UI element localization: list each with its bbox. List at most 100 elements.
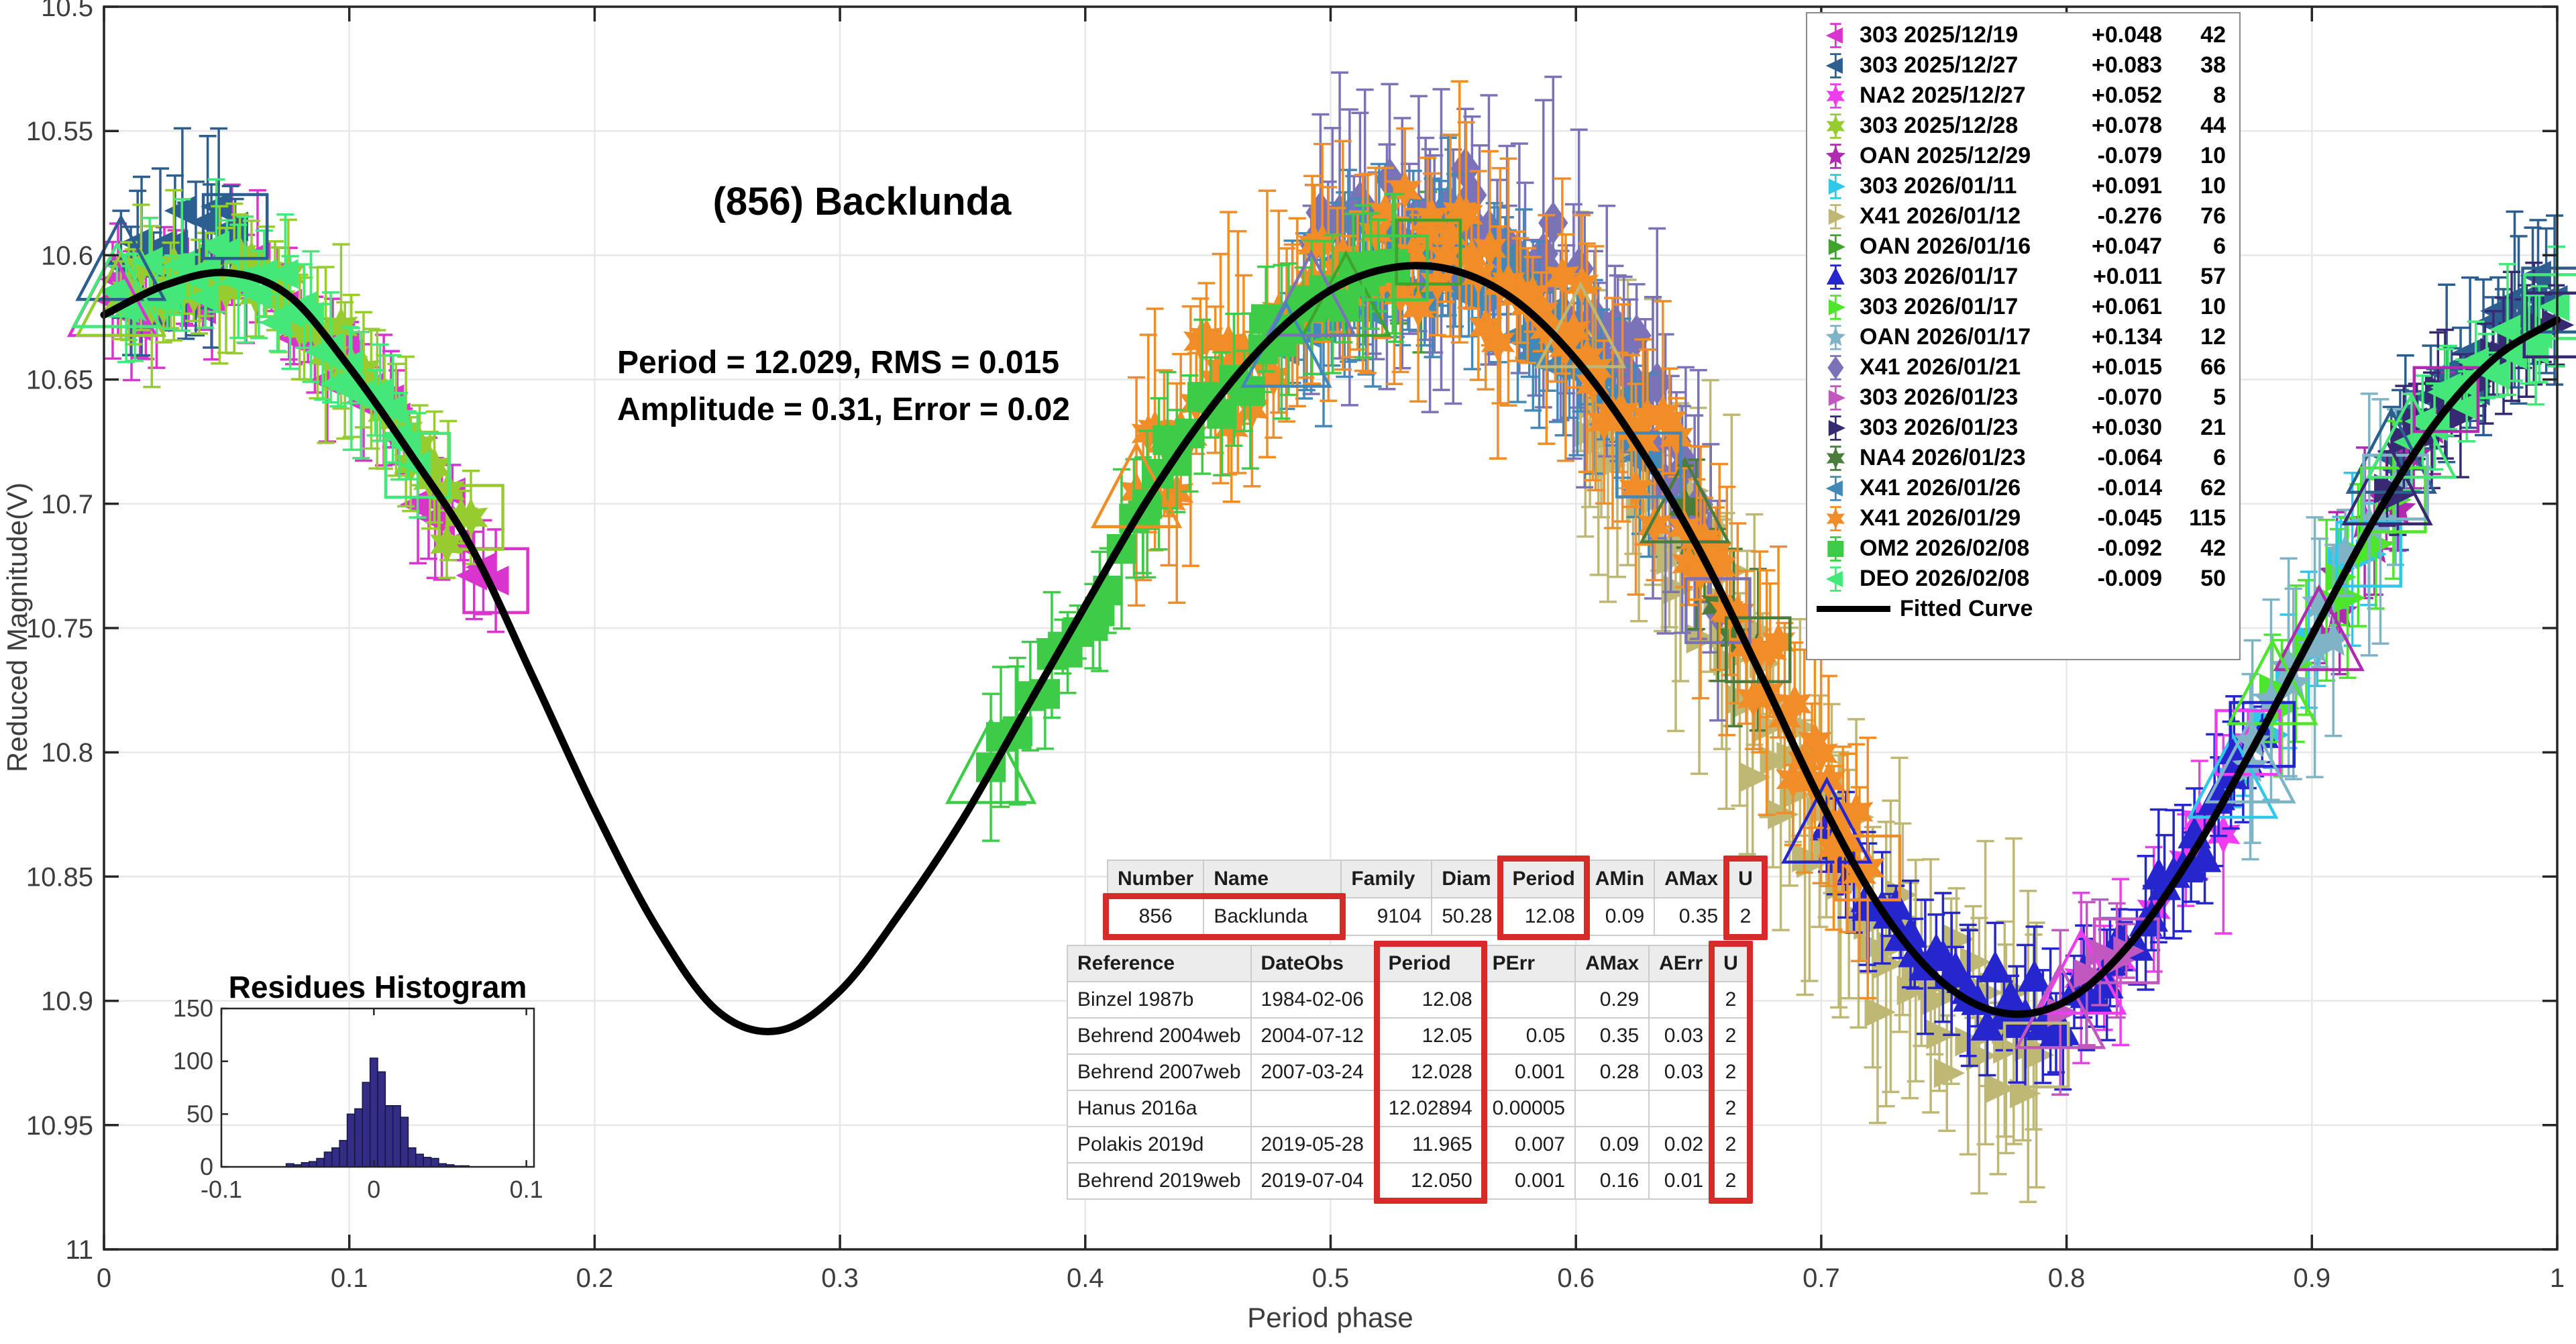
table-cell: Hanus 2016a [1067, 1090, 1252, 1127]
table-cell: 2 [1713, 1053, 1749, 1091]
table-header-cell: AErr [1648, 945, 1715, 982]
table-cell: 2 [1713, 981, 1749, 1019]
table-cell: Behrend 2007web [1067, 1053, 1252, 1091]
legend-point-count: 10 [2200, 143, 2226, 168]
legend-point-count: 12 [2200, 324, 2226, 350]
table-cell: 1984-02-06 [1250, 981, 1379, 1019]
y-tick-label: 10.7 [41, 490, 93, 519]
legend-session-label: 303 2025/12/28 [1860, 113, 2019, 138]
legend-marker-icon [1825, 22, 1843, 48]
legend-offset-value: +0.083 [2092, 52, 2162, 78]
legend-session-label: 303 2026/01/17 [1860, 264, 2019, 289]
annotation-line1: Period = 12.029, RMS = 0.015 [617, 345, 1059, 380]
legend-offset-value: +0.052 [2092, 83, 2162, 108]
table-cell: 0.16 [1574, 1162, 1650, 1200]
legend-offset-value: -0.276 [2097, 203, 2162, 229]
series-17 [975, 193, 1411, 842]
annotation-line2: Amplitude = 0.31, Error = 0.02 [617, 392, 1070, 427]
legend-point-count: 5 [2213, 384, 2226, 410]
legend-offset-value: -0.079 [2097, 143, 2162, 168]
table-row: 856 Backlunda 9104 50.28 12.08 0.09 0.35 2 [1106, 897, 1764, 936]
table-cell: Binzel 1987b [1067, 981, 1252, 1019]
table-header-cell: Period [1501, 860, 1586, 898]
legend-marker-icon [1827, 354, 1844, 380]
x-tick-label: 0.1 [331, 1263, 368, 1293]
table-cell: 0.00005 [1481, 1090, 1576, 1127]
legend-offset-value: +0.134 [2092, 324, 2162, 350]
legend-marker-icon [1828, 173, 1845, 199]
legend-point-count: 6 [2213, 445, 2226, 470]
legend-marker-icon [1828, 234, 1845, 260]
legend-point-count: 42 [2200, 22, 2226, 48]
legend-marker-icon [1826, 113, 1845, 139]
table-header-cell: U [1727, 860, 1764, 898]
table-cell: 0.001 [1481, 1053, 1576, 1091]
table-header-row: Number Name Family Diam Period AMin AMax U [1106, 860, 1764, 898]
legend-row: X41 2026/01/12 -0.276 76 [1817, 201, 2226, 231]
x-tick-label: 0.3 [821, 1263, 859, 1293]
summary-table-grid: Number Name Family Diam Period AMin AMax U 856 Ba… [1106, 860, 1764, 936]
legend-offset-value: +0.047 [2092, 234, 2162, 259]
legend-row: 303 2026/01/17 +0.061 10 [1817, 292, 2226, 322]
legend-row: 303 2026/01/17 +0.011 57 [1817, 262, 2226, 292]
legend-marker-icon [1825, 324, 1845, 350]
legend-offset-value: -0.045 [2097, 505, 2162, 531]
hist-y-tick: 150 [173, 994, 213, 1022]
y-axis-label: Reduced Magnitude(V) [1, 482, 33, 772]
table-cell: Behrend 2019web [1067, 1162, 1252, 1200]
legend-row: OAN 2026/01/17 +0.134 12 [1817, 322, 2226, 352]
legend-offset-value: +0.030 [2092, 415, 2162, 440]
legend-row: NA2 2025/12/27 +0.052 8 [1817, 81, 2226, 111]
table-cell: 0.02 [1648, 1126, 1715, 1164]
table-cell: 0.05 [1481, 1017, 1576, 1055]
hist-y-tick: 0 [200, 1153, 213, 1180]
histogram-title: Residues Histogram [229, 970, 527, 1004]
legend-marker-icon [1828, 384, 1845, 411]
legend-marker-icon [1825, 143, 1845, 169]
legend-point-count: 8 [2213, 83, 2226, 108]
hist-x-tick: -0.1 [201, 1176, 242, 1203]
legend-marker-icon [1826, 445, 1845, 471]
legend-row: 303 2025/12/19 +0.048 42 [1817, 20, 2226, 50]
legend-row: OAN 2026/01/16 +0.047 6 [1817, 231, 2226, 262]
table-cell: 0.35 [1654, 897, 1729, 936]
table-cell: 12.050 [1377, 1162, 1483, 1200]
legend-marker-icon [1826, 505, 1845, 531]
legend-session-label: 303 2025/12/19 [1860, 22, 2019, 48]
legend-session-label: X41 2026/01/29 [1860, 505, 2021, 531]
table-header-cell: Diam [1431, 860, 1503, 898]
table-cell: 856 [1106, 897, 1205, 936]
legend-offset-value: +0.015 [2092, 354, 2162, 380]
table-cell: Polakis 2019d [1067, 1126, 1252, 1164]
x-tick-label: 0.2 [576, 1263, 614, 1293]
legend-session-label: 303 2026/01/17 [1860, 294, 2019, 319]
table-header-cell: U [1713, 945, 1749, 982]
table-cell [1481, 981, 1576, 1019]
legend-offset-value: +0.078 [2092, 113, 2162, 138]
x-axis-label: Period phase [1247, 1302, 1413, 1333]
x-tick-label: 0 [97, 1263, 111, 1293]
table-header-cell: Family [1340, 860, 1433, 898]
legend-point-count: 44 [2200, 113, 2226, 138]
table-cell: Backlunda [1203, 897, 1342, 936]
legend-marker-icon [1828, 415, 1845, 441]
legend-marker-icon [1826, 83, 1845, 109]
table-row: Hanus 2016a 12.02894 0.00005 2 [1067, 1090, 1749, 1127]
table-header-cell: Reference [1067, 945, 1252, 982]
table-cell: Behrend 2004web [1067, 1017, 1252, 1055]
table-header-cell: AMin [1584, 860, 1656, 898]
x-tick-label: 0.6 [1557, 1263, 1595, 1293]
legend-session-label: OAN 2026/01/17 [1860, 324, 2031, 350]
legend-marker-icon [1826, 264, 1845, 290]
y-tick-label: 10.55 [26, 117, 93, 146]
x-tick-label: 0.8 [2048, 1263, 2086, 1293]
legend-point-count: 6 [2213, 234, 2226, 259]
legend-session-label: OAN 2026/01/16 [1860, 234, 2031, 259]
legend-row: OM2 2026/02/08 -0.092 42 [1817, 533, 2226, 564]
table-header-cell: PErr [1481, 945, 1576, 982]
series-8 [1810, 695, 2279, 1091]
table-cell: 11.965 [1377, 1126, 1483, 1164]
table-cell: 0.09 [1584, 897, 1656, 936]
